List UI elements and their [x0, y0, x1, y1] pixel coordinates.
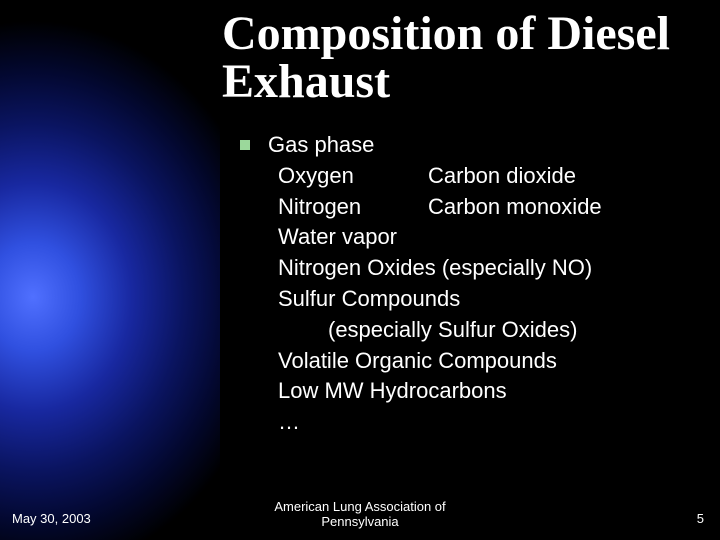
- list-text: Carbon dioxide: [428, 161, 700, 192]
- list-text: Nitrogen: [278, 192, 428, 223]
- footer-org-line2: Pennsylvania: [0, 514, 720, 530]
- list-item: Low MW Hydrocarbons: [278, 376, 700, 407]
- bullet-text: Gas phase: [268, 130, 700, 161]
- slide-body: Gas phase Oxygen Carbon dioxide Nitrogen…: [240, 130, 700, 438]
- bullet-item: Gas phase: [240, 130, 700, 161]
- slide-title: Composition of Diesel Exhaust: [222, 10, 702, 106]
- gradient-background-panel: [0, 0, 220, 540]
- list-item: Sulfur Compounds: [278, 284, 700, 315]
- list-item: Nitrogen Oxides (especially NO): [278, 253, 700, 284]
- list-item: Volatile Organic Compounds: [278, 346, 700, 377]
- footer-org-line1: American Lung Association of: [0, 499, 720, 515]
- footer-page-number: 5: [697, 511, 704, 526]
- list-text: Carbon monoxide: [428, 192, 700, 223]
- list-text: Oxygen: [278, 161, 428, 192]
- list-item: Oxygen Carbon dioxide: [278, 161, 700, 192]
- list-item: …: [278, 407, 700, 438]
- list-item: Nitrogen Carbon monoxide: [278, 192, 700, 223]
- list-subtext: (especially Sulfur Oxides): [328, 315, 700, 346]
- list-item: Water vapor: [278, 222, 700, 253]
- footer-organization: American Lung Association of Pennsylvani…: [0, 499, 720, 530]
- square-bullet-icon: [240, 140, 250, 150]
